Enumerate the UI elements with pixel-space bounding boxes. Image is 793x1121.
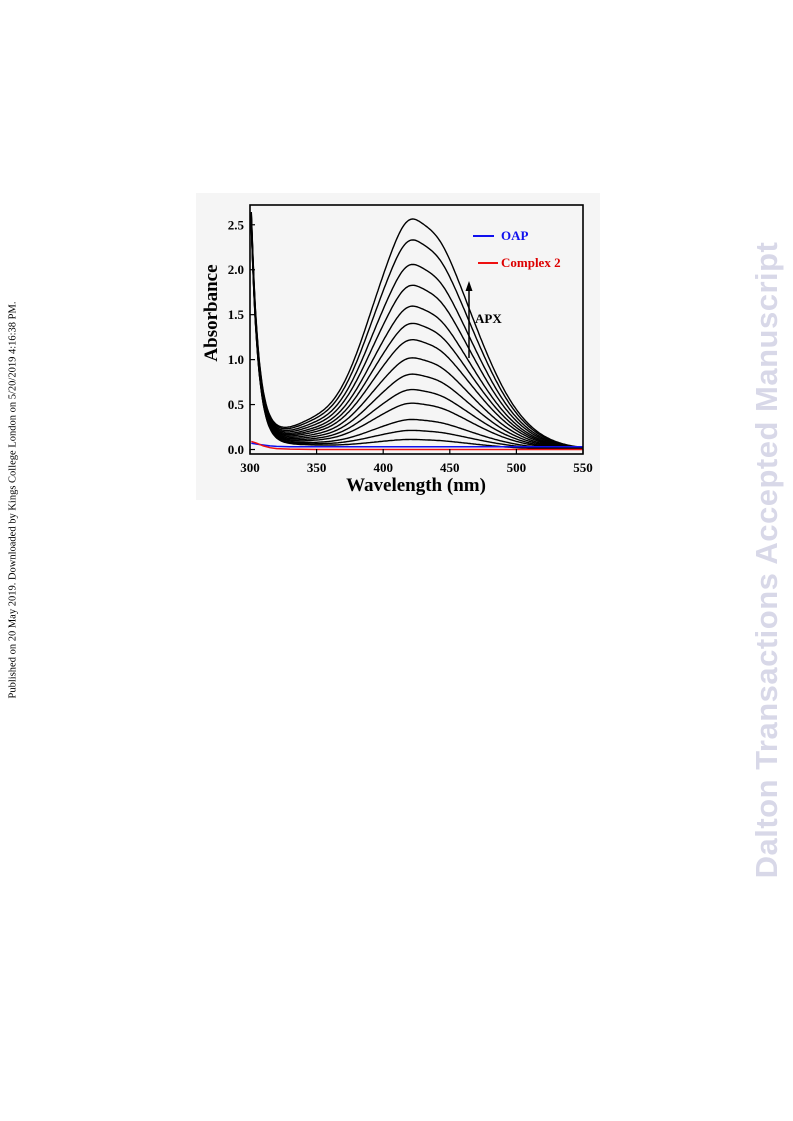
titration-curve [250, 226, 583, 450]
titration-curve [250, 223, 584, 450]
absorbance-figure: 300 350 400 450 500 550 0.0 0.5 1.0 1.5 2.0 2.5 Wa… [196, 193, 600, 500]
x-tick-label: 500 [507, 460, 527, 475]
legend-label-oap: OAP [501, 228, 529, 243]
titration-curve [250, 217, 584, 449]
y-tick-label: 1.0 [228, 352, 244, 367]
titration-curve [250, 219, 584, 450]
x-tick-label: 450 [440, 460, 460, 475]
plot-frame [249, 204, 584, 455]
x-tick-label: 400 [373, 460, 393, 475]
axis-ticks [249, 224, 584, 454]
publication-side-note: Published on 20 May 2019. Downloaded by … [7, 301, 19, 699]
y-tick-labels: 0.0 0.5 1.0 1.5 2.0 2.5 [228, 217, 245, 457]
apx-label: APX [475, 311, 502, 326]
y-tick-label: 2.5 [228, 217, 245, 232]
apx-annotation: APX [465, 281, 502, 358]
titration-curve [250, 214, 584, 449]
series-lines [251, 440, 583, 451]
y-tick-label: 0.0 [228, 442, 244, 457]
legend-label-complex-2: Complex 2 [501, 255, 561, 270]
titration-curve [250, 225, 583, 450]
y-tick-label: 2.0 [228, 262, 244, 277]
x-tick-label: 300 [240, 460, 260, 475]
y-tick-label: 1.5 [228, 307, 245, 322]
titration-curve [250, 222, 584, 450]
series-line-complex-2 [251, 440, 583, 451]
journal-watermark: Dalton Transactions Accepted Manuscript [749, 241, 784, 879]
titration-curve [250, 221, 583, 450]
x-axis-label: Wavelength (nm) [346, 475, 486, 496]
titration-curves [250, 211, 584, 450]
absorbance-chart: 300 350 400 450 500 550 0.0 0.5 1.0 1.5 2.0 2.5 Wa… [201, 204, 593, 496]
x-tick-label: 550 [573, 460, 593, 475]
titration-curve [250, 216, 584, 449]
titration-curve [250, 213, 584, 449]
x-tick-labels: 300 350 400 450 500 550 [240, 460, 593, 475]
legend: OAP Complex 2 [473, 228, 561, 270]
x-tick-label: 350 [307, 460, 327, 475]
apx-arrow-head [465, 281, 473, 291]
titration-curve [250, 218, 584, 449]
titration-curve [250, 223, 583, 450]
y-tick-label: 0.5 [228, 397, 245, 412]
titration-curve [250, 211, 584, 449]
y-axis-label: Absorbance [201, 264, 222, 361]
